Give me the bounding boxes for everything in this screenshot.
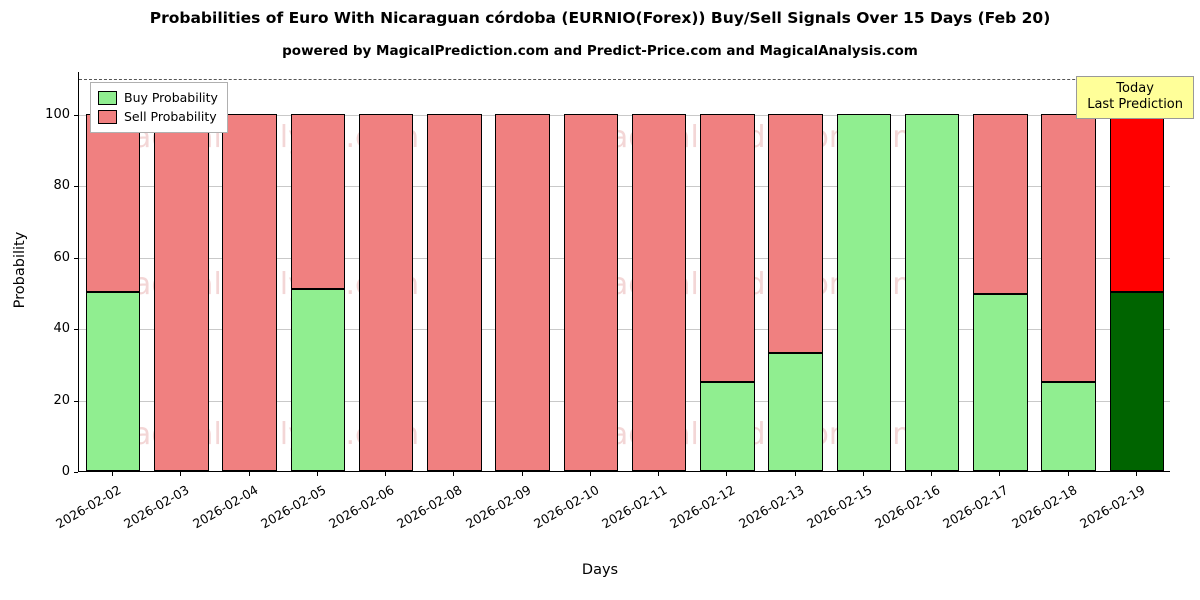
bar-segment-sell xyxy=(154,113,209,471)
y-tick-label: 100 xyxy=(45,106,70,122)
reference-line xyxy=(79,79,1170,81)
bar-group xyxy=(358,72,414,471)
gridline xyxy=(79,257,1170,259)
bar-segment-sell xyxy=(358,113,414,471)
bar-segment-sell xyxy=(1041,113,1096,382)
bar-segment-buy xyxy=(85,292,141,471)
x-tick-mark xyxy=(589,472,591,476)
legend-label-sell: Sell Probability xyxy=(124,109,217,124)
chart-subtitle: powered by MagicalPrediction.com and Pre… xyxy=(282,43,918,59)
bar-segment-sell xyxy=(222,113,277,471)
bar-segment-buy xyxy=(290,288,346,471)
today-annotation-line2: Last Prediction xyxy=(1087,97,1183,112)
gridline xyxy=(79,114,1170,116)
gridline xyxy=(79,329,1170,331)
bar-segment-sell xyxy=(85,113,141,293)
today-annotation-line1: Today xyxy=(1116,81,1154,96)
bar-group xyxy=(904,72,960,471)
x-tick-mark xyxy=(316,472,318,476)
x-axis-label: Days xyxy=(581,562,619,578)
plot-inner: MagicalAnalysis.comMagicalPrediction.com… xyxy=(79,72,1170,471)
y-tick-mark xyxy=(74,114,78,116)
bar-segment-sell xyxy=(768,113,823,354)
x-tick-mark xyxy=(521,472,523,476)
bar-group xyxy=(85,72,141,471)
legend-swatch-buy xyxy=(98,90,117,105)
bar-group xyxy=(700,72,755,471)
x-tick-mark xyxy=(794,472,796,476)
bar-segment-sell xyxy=(563,113,619,471)
bar-segment-sell xyxy=(631,113,687,471)
gridline xyxy=(79,186,1170,188)
bar-segment-buy xyxy=(1041,381,1096,471)
chart-title: Probabilities of Euro With Nicaraguan có… xyxy=(149,9,1051,27)
x-tick-mark xyxy=(248,472,250,476)
y-tick-mark xyxy=(74,472,78,473)
bar-group xyxy=(154,72,209,471)
y-axis-label: Probability xyxy=(12,231,28,309)
bar-group xyxy=(222,72,277,471)
bar-group xyxy=(427,72,482,471)
y-tick-label: 0 xyxy=(61,464,70,479)
x-tick-mark xyxy=(726,472,728,476)
y-tick-mark xyxy=(74,329,78,331)
x-tick-mark xyxy=(1135,472,1137,476)
legend-label-buy: Buy Probability xyxy=(124,90,218,105)
y-tick-mark xyxy=(74,400,78,402)
x-tick-mark xyxy=(385,472,387,476)
bar-segment-sell xyxy=(1109,113,1165,293)
gridline xyxy=(79,400,1170,402)
x-tick-mark xyxy=(453,472,455,476)
y-tick-label: 80 xyxy=(53,178,70,194)
x-tick-mark xyxy=(112,472,114,476)
plot-area: MagicalAnalysis.comMagicalPrediction.com… xyxy=(78,72,1170,472)
bar-group xyxy=(1109,72,1165,471)
bar-segment-buy xyxy=(973,294,1028,471)
x-tick-mark xyxy=(862,472,864,476)
bar-group xyxy=(768,72,823,471)
y-tick-mark xyxy=(74,186,78,188)
bar-group xyxy=(836,72,892,471)
bar-segment-sell xyxy=(290,113,346,289)
bar-segment-buy xyxy=(836,113,892,471)
x-tick-mark xyxy=(931,472,933,476)
bar-group xyxy=(1041,72,1096,471)
bar-segment-sell xyxy=(973,113,1028,295)
bar-segment-buy xyxy=(904,113,960,471)
bar-group xyxy=(495,72,550,471)
x-tick-mark xyxy=(999,472,1001,476)
x-tick-mark xyxy=(658,472,660,476)
legend-item-buy: Buy Probability xyxy=(98,88,218,107)
bar-group xyxy=(290,72,346,471)
chart-legend: Buy Probability Sell Probability xyxy=(90,82,228,133)
bar-segment-sell xyxy=(700,113,755,382)
bar-segment-buy xyxy=(1109,292,1165,471)
bar-segment-buy xyxy=(700,381,755,471)
y-tick-label: 40 xyxy=(53,321,70,337)
legend-item-sell: Sell Probability xyxy=(98,107,218,126)
today-annotation: Today Last Prediction xyxy=(1076,76,1194,119)
x-tick-mark xyxy=(180,472,182,476)
bar-group xyxy=(563,72,619,471)
legend-swatch-sell xyxy=(98,109,117,124)
bar-group xyxy=(973,72,1028,471)
x-tick-mark xyxy=(1067,472,1069,476)
y-tick-label: 60 xyxy=(53,249,70,265)
bar-segment-sell xyxy=(427,113,482,471)
y-tick-label: 20 xyxy=(53,392,70,408)
bar-segment-sell xyxy=(495,113,550,471)
bar-segment-buy xyxy=(768,353,823,471)
y-tick-mark xyxy=(74,257,78,259)
bar-group xyxy=(631,72,687,471)
